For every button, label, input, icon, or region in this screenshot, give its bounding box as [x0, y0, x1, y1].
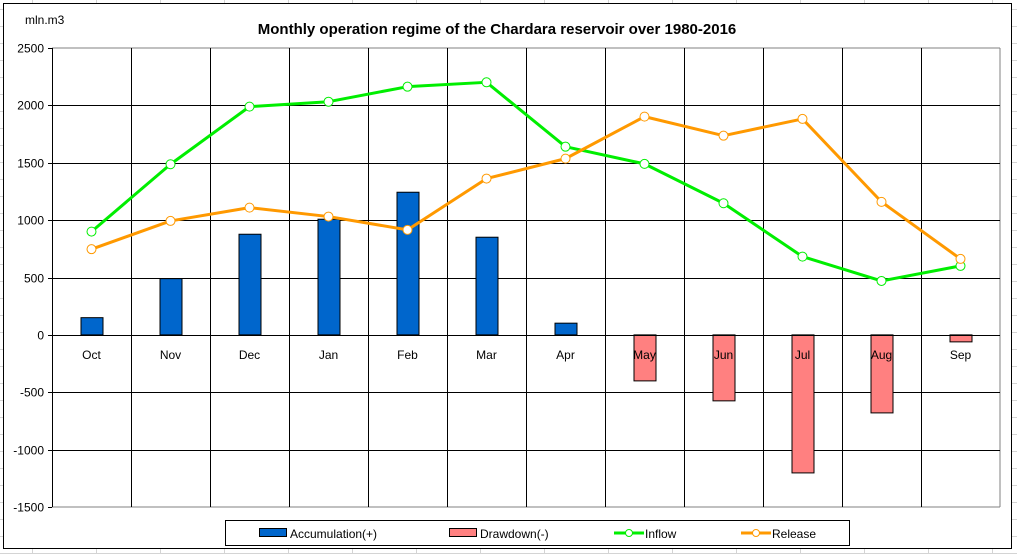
- bar-accumulation: [238, 233, 262, 336]
- point-release: [244, 202, 255, 213]
- x-tick-label: Jun: [714, 348, 733, 362]
- y-axis-label: mln.m3: [25, 13, 65, 27]
- legend-label-inflow: Inflow: [645, 527, 677, 541]
- bar-drawdown: [870, 334, 894, 414]
- lines: [86, 77, 966, 286]
- point-release: [165, 215, 176, 226]
- x-tick-label: Sep: [950, 348, 972, 362]
- legend-label-release: Release: [772, 527, 816, 541]
- point-release: [560, 153, 571, 164]
- point-release: [86, 244, 97, 255]
- x-tick-label: Nov: [160, 348, 181, 362]
- bar-drawdown: [791, 334, 815, 474]
- legend-label-drawdown: Drawdown(-): [480, 527, 549, 541]
- x-axis-labels: Oct Nov Dec Jan Feb Mar Apr May Jun Jul Aug Sep: [82, 348, 971, 362]
- y-tick-label: -1500: [13, 501, 44, 515]
- y-tick-label: 1500: [17, 157, 44, 171]
- point-release: [955, 253, 966, 264]
- x-tick-label: Mar: [476, 348, 497, 362]
- point-release: [639, 111, 650, 122]
- bar-drawdown: [949, 334, 973, 343]
- legend-label-accumulation: Accumulation(+): [290, 527, 377, 541]
- point-release: [323, 211, 334, 222]
- point-release: [481, 173, 492, 184]
- y-tick-label: 500: [24, 272, 44, 286]
- legend: Accumulation(+) Drawdown(-) Inflow Release: [225, 520, 850, 546]
- point-inflow: [86, 226, 97, 237]
- y-tick-label: 1000: [17, 214, 44, 228]
- legend-swatch-accumulation: [259, 528, 287, 537]
- bar-accumulation: [159, 278, 183, 336]
- point-release: [797, 113, 808, 124]
- x-tick-label: Oct: [82, 348, 101, 362]
- point-release: [718, 130, 729, 141]
- point-inflow: [481, 77, 492, 88]
- legend-marker-release: [752, 529, 760, 537]
- x-tick-label: Aug: [871, 348, 892, 362]
- point-inflow: [797, 251, 808, 262]
- line-inflow: [90, 80, 961, 283]
- point-inflow: [323, 96, 334, 107]
- y-tick-label: -1000: [13, 444, 44, 458]
- bar-accumulation: [554, 322, 578, 336]
- bar-accumulation: [475, 236, 499, 336]
- point-release: [876, 196, 887, 207]
- y-tick-label: 2500: [17, 42, 44, 56]
- gridlines: [52, 47, 1001, 508]
- y-tick-label: 0: [37, 329, 44, 343]
- x-tick-label: Jan: [319, 348, 338, 362]
- point-inflow: [560, 141, 571, 152]
- bars: [52, 191, 1000, 474]
- point-inflow: [402, 81, 413, 92]
- bar-accumulation: [317, 218, 341, 336]
- y-tick-label: 2000: [17, 99, 44, 113]
- bar-drawdown: [712, 334, 736, 402]
- x-tick-label: Dec: [239, 348, 260, 362]
- legend-swatch-drawdown: [449, 528, 477, 537]
- point-inflow: [718, 198, 729, 209]
- point-inflow: [244, 101, 255, 112]
- y-axis-ticks: 2500 2000 1500 1000 500 0 -500 -1000 -1500: [13, 42, 52, 515]
- bar-drawdown: [633, 334, 657, 382]
- chart-frame: [3, 3, 1012, 549]
- x-tick-label: Jul: [795, 348, 810, 362]
- point-inflow: [165, 159, 176, 170]
- chart-title: Monthly operation regime of the Chardara…: [258, 21, 737, 38]
- y-tick-label: -500: [20, 386, 44, 400]
- x-tick-label: Apr: [556, 348, 575, 362]
- bar-accumulation: [396, 191, 420, 336]
- point-inflow: [876, 275, 887, 286]
- legend-marker-inflow: [625, 529, 633, 537]
- point-release: [402, 224, 413, 235]
- line-release: [90, 115, 962, 261]
- point-inflow: [639, 158, 650, 169]
- x-tick-label: Feb: [397, 348, 418, 362]
- x-tick-label: May: [633, 348, 656, 362]
- bar-accumulation: [80, 317, 104, 336]
